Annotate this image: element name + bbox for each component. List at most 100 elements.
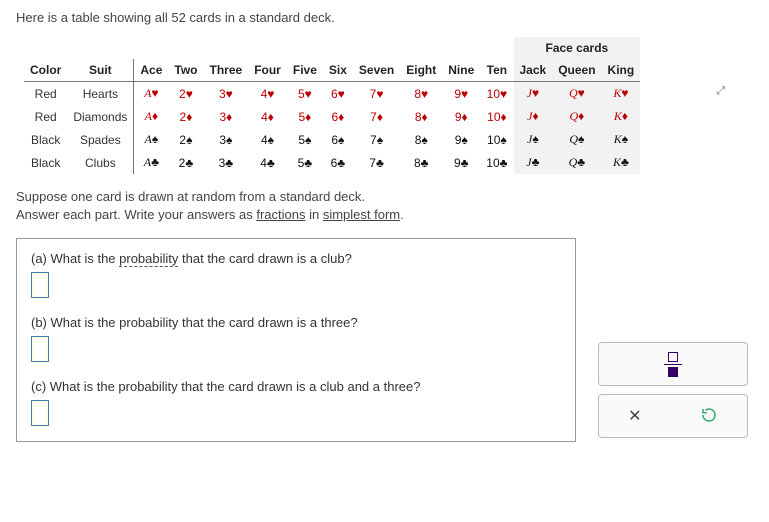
answer-input-b[interactable] xyxy=(31,336,49,362)
clear-button[interactable]: ✕ xyxy=(628,406,641,426)
q-a-post: that the card drawn is a club? xyxy=(178,251,351,266)
color-header: Color xyxy=(24,59,67,82)
q-a-pre: (a) What is the xyxy=(31,251,119,266)
card-cell: 8♥ xyxy=(400,82,442,106)
instr-line2c: in xyxy=(306,207,323,222)
card-cell: 7♠ xyxy=(353,128,400,151)
rank-header: Ace xyxy=(134,59,169,82)
card-cell: 6♦ xyxy=(323,105,353,128)
intro-text: Here is a table showing all 52 cards in … xyxy=(16,10,753,25)
card-cell: 5♠ xyxy=(287,128,323,151)
rank-header: Ten xyxy=(480,59,513,82)
question-a-text: (a) What is the probability that the car… xyxy=(31,251,561,266)
rank-header: Jack xyxy=(514,59,553,82)
card-cell: A♠ xyxy=(134,128,169,151)
reset-icon xyxy=(700,406,718,424)
card-cell: K♠ xyxy=(602,128,641,151)
card-cell: 9♠ xyxy=(442,128,480,151)
card-cell: 2♥ xyxy=(168,82,203,106)
card-cell: K♦ xyxy=(602,105,641,128)
card-cell: A♥ xyxy=(134,82,169,106)
card-cell: A♦ xyxy=(134,105,169,128)
suit-cell: Hearts xyxy=(67,82,134,106)
card-cell: 5♥ xyxy=(287,82,323,106)
question-c: (c) What is the probability that the car… xyxy=(31,379,561,429)
expand-icon[interactable]: ⤢ xyxy=(716,85,725,98)
question-c-text: (c) What is the probability that the car… xyxy=(31,379,561,394)
instr-line1: Suppose one card is drawn at random from… xyxy=(16,189,365,204)
q-a-probability: probability xyxy=(119,251,178,267)
rank-header: Five xyxy=(287,59,323,82)
card-cell: 7♣ xyxy=(353,151,400,174)
card-cell: Q♣ xyxy=(552,151,601,174)
rank-header: Six xyxy=(323,59,353,82)
card-cell: 9♥ xyxy=(442,82,480,106)
deck-table: Face cardsColorSuitAceTwoThreeFourFiveSi… xyxy=(24,37,640,174)
card-cell: 8♣ xyxy=(400,151,442,174)
card-cell: 4♥ xyxy=(248,82,287,106)
card-cell: 3♦ xyxy=(204,105,249,128)
card-cell: 10♣ xyxy=(480,151,513,174)
card-cell: 4♣ xyxy=(248,151,287,174)
tool-row-actions: ✕ xyxy=(598,394,748,438)
card-cell: 10♠ xyxy=(480,128,513,151)
fraction-icon xyxy=(664,352,682,377)
fraction-button[interactable] xyxy=(598,342,748,386)
instr-line2a: Answer each part. Write your answers as xyxy=(16,207,256,222)
card-cell: 3♣ xyxy=(204,151,249,174)
rank-header: Seven xyxy=(353,59,400,82)
card-cell: Q♦ xyxy=(552,105,601,128)
rank-header: Nine xyxy=(442,59,480,82)
card-cell: 2♦ xyxy=(168,105,203,128)
question-box: (a) What is the probability that the car… xyxy=(16,238,576,442)
card-cell: 10♥ xyxy=(480,82,513,106)
card-cell: A♣ xyxy=(134,151,169,174)
card-cell: 7♥ xyxy=(353,82,400,106)
card-cell: 8♦ xyxy=(400,105,442,128)
card-cell: 6♣ xyxy=(323,151,353,174)
suit-cell: Clubs xyxy=(67,151,134,174)
card-cell: 4♠ xyxy=(248,128,287,151)
answer-input-a[interactable] xyxy=(31,272,49,298)
card-cell: K♣ xyxy=(602,151,641,174)
color-cell: Black xyxy=(24,128,67,151)
rank-header: Three xyxy=(204,59,249,82)
rank-header: Four xyxy=(248,59,287,82)
card-cell: J♦ xyxy=(514,105,553,128)
card-cell: 2♠ xyxy=(168,128,203,151)
card-cell: K♥ xyxy=(602,82,641,106)
card-cell: Q♥ xyxy=(552,82,601,106)
tool-panel: ✕ xyxy=(598,342,748,446)
card-cell: J♣ xyxy=(514,151,553,174)
question-b-text: (b) What is the probability that the car… xyxy=(31,315,561,330)
card-cell: 9♦ xyxy=(442,105,480,128)
question-a: (a) What is the probability that the car… xyxy=(31,251,561,301)
card-cell: 7♦ xyxy=(353,105,400,128)
card-cell: 6♠ xyxy=(323,128,353,151)
deck-table-wrap: ⤢ Face cardsColorSuitAceTwoThreeFourFive… xyxy=(16,37,753,174)
card-cell: 6♥ xyxy=(323,82,353,106)
reset-button[interactable] xyxy=(700,406,718,427)
card-cell: Q♠ xyxy=(552,128,601,151)
card-cell: J♠ xyxy=(514,128,553,151)
instr-fractions: fractions xyxy=(256,207,305,222)
instr-line2e: . xyxy=(400,207,404,222)
card-cell: 5♣ xyxy=(287,151,323,174)
color-cell: Red xyxy=(24,105,67,128)
card-cell: 8♠ xyxy=(400,128,442,151)
rank-header: Queen xyxy=(552,59,601,82)
card-cell: 4♦ xyxy=(248,105,287,128)
color-cell: Red xyxy=(24,82,67,106)
face-cards-header: Face cards xyxy=(514,37,641,59)
suit-cell: Diamonds xyxy=(67,105,134,128)
suit-header: Suit xyxy=(67,59,134,82)
answer-input-c[interactable] xyxy=(31,400,49,426)
card-cell: 10♦ xyxy=(480,105,513,128)
instr-simplest: simplest form xyxy=(323,207,400,222)
suit-cell: Spades xyxy=(67,128,134,151)
card-cell: 3♠ xyxy=(204,128,249,151)
rank-header: Eight xyxy=(400,59,442,82)
card-cell: 3♥ xyxy=(204,82,249,106)
rank-header: King xyxy=(602,59,641,82)
card-cell: 2♣ xyxy=(168,151,203,174)
